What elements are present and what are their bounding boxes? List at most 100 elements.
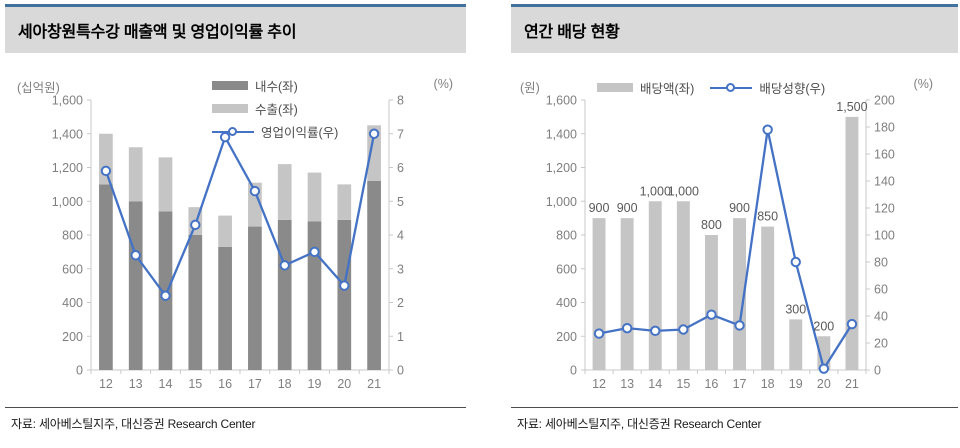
domestic-bar-segment (99, 184, 113, 370)
dividend-data-label: 900 (589, 201, 610, 215)
x-axis-category-label: 15 (188, 377, 202, 391)
panel-header: 연간 배당 현황 (511, 4, 958, 53)
dividend-bar-segment (620, 218, 634, 370)
x-axis-category-label: 16 (218, 377, 232, 391)
right-axis-tick-label: 0 (874, 364, 881, 378)
revenue-margin-panel: 세아창원특수강 매출액 및 영업이익률 추이 (십억원) (%) 내수(좌) 수… (5, 4, 466, 432)
left-axis-tick-label: 1,600 (52, 94, 83, 108)
domestic-bar-segment (248, 226, 262, 370)
dividend-bar-segment (789, 319, 803, 370)
right-axis-tick-label: 120 (874, 202, 895, 216)
legend-item-domestic: 내수(좌) (212, 76, 338, 95)
legend-label-operating-margin: 영업이익률(우) (261, 126, 339, 140)
operating-margin-marker (368, 128, 380, 139)
line-swatch-marker (726, 83, 736, 92)
left-axis-tick-label: 1,200 (546, 161, 577, 175)
legend-label-payout-ratio: 배당성향(우) (759, 82, 826, 96)
right-axis-tick-label: 60 (874, 283, 888, 297)
domestic-bar-segment (367, 181, 381, 370)
operating-margin-marker (100, 165, 112, 177)
domestic-bar-segment (128, 201, 143, 370)
legend-item-export: 수출(좌) (212, 99, 338, 118)
left-axis-tick-label: 1,000 (52, 195, 83, 209)
panel-title: 세아창원특수강 매출액 및 영업이익률 추이 (18, 24, 297, 41)
payout-ratio-marker (818, 363, 830, 374)
revenue-margin-chart: (십억원) (%) 내수(좌) 수출(좌) 영업이익률(우) (5, 53, 466, 407)
x-axis-category-label: 20 (337, 377, 351, 391)
revenue-margin-chart-canvas: 02004006008001,0001,2001,4001,6000123456… (52, 94, 404, 392)
left-axis-unit-label: (원) (520, 81, 540, 95)
right-axis-tick-label: 3 (397, 262, 404, 276)
operating-margin-marker (309, 246, 320, 258)
dividend-data-label: 1,000 (668, 184, 699, 198)
left-axis-unit-label: (십억원) (17, 81, 60, 95)
panel-footer: 자료: 세아베스틸지주, 대신증권 Research Center (511, 407, 958, 432)
payout-ratio-marker (650, 325, 661, 337)
x-axis-category-label: 12 (99, 377, 113, 391)
left-axis-tick-label: 400 (62, 296, 83, 310)
left-axis-tick-label: 1,200 (52, 161, 83, 175)
export-bar-segment (307, 172, 322, 222)
left-axis-tick-label: 1,600 (546, 94, 577, 108)
x-axis-category-label: 21 (845, 377, 859, 391)
x-axis-category-label: 19 (308, 377, 322, 391)
right-axis-tick-label: 20 (874, 337, 888, 351)
left-axis-tick-label: 600 (62, 262, 83, 276)
left-axis-tick-label: 200 (556, 330, 577, 344)
x-axis-category-label: 14 (159, 377, 173, 391)
x-axis-category-label: 18 (761, 377, 775, 391)
export-bar-segment (128, 147, 143, 202)
dividend-data-label: 300 (785, 302, 806, 316)
legend-label-domestic: 내수(좌) (255, 80, 298, 94)
export-bar-segment (367, 125, 381, 181)
export-bar-segment (158, 157, 173, 212)
right-axis-tick-label: 140 (874, 175, 895, 189)
export-bar-swatch (212, 104, 248, 113)
x-axis-category-label: 12 (592, 377, 606, 391)
panel-header: 세아창원특수강 매출액 및 영업이익률 추이 (5, 4, 466, 53)
right-axis-tick-label: 200 (874, 94, 895, 108)
right-axis-tick-label: 160 (874, 148, 895, 162)
export-bar-segment (277, 164, 292, 220)
x-axis-category-label: 17 (733, 377, 747, 391)
dividend-bar-segment (761, 226, 775, 370)
dividend-data-label: 1,000 (640, 184, 671, 198)
operating-margin-marker (219, 131, 231, 143)
right-axis-tick-label: 100 (874, 229, 895, 243)
x-axis-category-label: 20 (817, 377, 831, 391)
dividend-data-label: 800 (701, 218, 722, 232)
dividend-bar-segment (676, 201, 690, 370)
chart-legend: 배당액(좌) 배당성향(우) (597, 78, 825, 97)
dividend-data-label: 1,500 (836, 100, 867, 114)
left-axis-tick-label: 800 (556, 229, 577, 243)
x-axis-category-label: 19 (789, 377, 803, 391)
operating-margin-line (104, 133, 376, 297)
chart-legend: 내수(좌) 수출(좌) 영업이익률(우) (212, 76, 338, 141)
payout-ratio-marker (678, 324, 689, 335)
domestic-bar-segment (188, 235, 203, 370)
domestic-bar-segment (218, 246, 232, 370)
dividend-bar-segment (733, 218, 747, 370)
panel-title: 연간 배당 현황 (524, 24, 620, 41)
dividend-bar-segment (592, 218, 606, 370)
payout-ratio-marker (593, 328, 605, 339)
right-axis-tick-label: 5 (397, 195, 404, 209)
right-axis-tick-label: 8 (397, 94, 404, 108)
right-axis-tick-label: 6 (397, 161, 404, 175)
right-axis-tick-label: 180 (874, 121, 895, 135)
dividend-data-label: 200 (813, 319, 834, 333)
left-axis-tick-label: 800 (62, 229, 83, 243)
dividend-bar-segment (704, 235, 718, 370)
x-axis-category-label: 13 (620, 377, 634, 391)
dividend-data-label: 900 (617, 201, 638, 215)
left-axis-tick-label: 600 (556, 262, 577, 276)
legend-item-operating-margin: 영업이익률(우) (212, 122, 338, 141)
export-bar-segment (218, 215, 232, 247)
payout-ratio-marker (621, 322, 633, 334)
source-note: 자료: 세아베스틸지주, 대신증권 Research Center (11, 417, 256, 431)
dividend-panel: 연간 배당 현황 (원) (%) 배당액(좌) 배당성향(우) 0 200 400 6… (511, 4, 958, 432)
right-axis-unit-label: (%) (433, 77, 453, 91)
domestic-bar-segment (277, 219, 292, 370)
domestic-bar-segment (307, 221, 322, 370)
dividend-chart-canvas: 0 200 400 600 800 1,000 1,200 1,400 1,600 0 20 40 60… (546, 94, 895, 392)
